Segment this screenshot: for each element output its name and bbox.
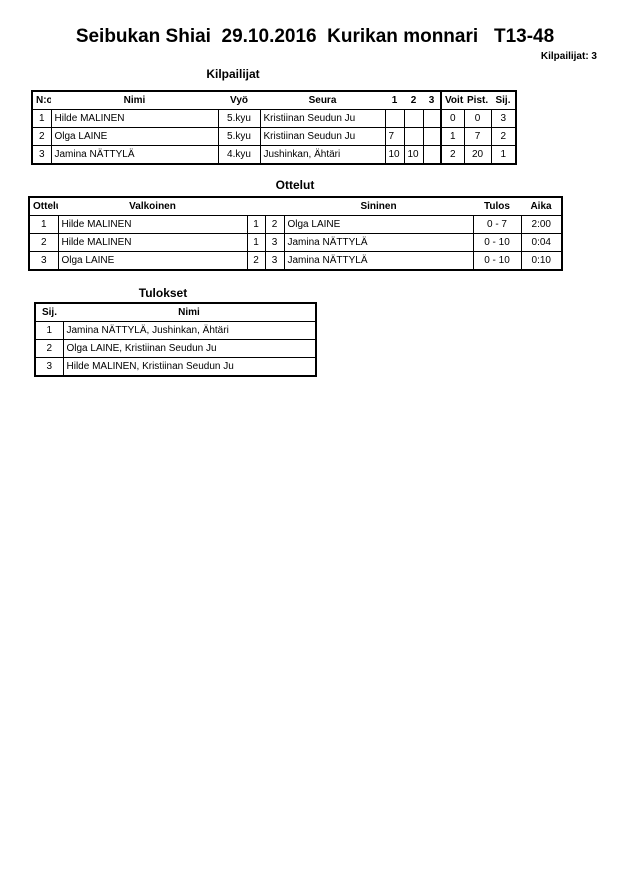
table-cell: Jushinkan, Ähtäri	[259, 145, 386, 165]
table-cell: 0	[440, 109, 465, 128]
table-row: 2 Olga LAINE, Kristiinan Seudun Ju	[34, 339, 317, 358]
column-header: Sininen	[284, 197, 473, 216]
table-cell: 3	[31, 145, 52, 165]
header-row: Sij. Nimi	[35, 303, 316, 322]
table-cell: 1	[28, 215, 59, 234]
column-header: Pist.	[464, 91, 491, 110]
table-cell: Hilde MALINEN	[57, 215, 248, 234]
column-header	[247, 197, 265, 216]
table-cell: Olga LAINE	[50, 127, 219, 146]
table-cell: 0 - 10	[472, 233, 522, 252]
table-row: 3 Hilde MALINEN, Kristiinan Seudun Ju	[34, 357, 317, 377]
table-cell: 0 - 7	[472, 215, 522, 234]
column-header: Ottelu	[29, 197, 58, 216]
table-cell: 2	[264, 215, 285, 234]
competitor-count: Kilpailijat: 3	[540, 51, 597, 62]
column-header: 1	[385, 91, 404, 110]
table-cell: 0	[463, 109, 492, 128]
column-header: Aika	[521, 197, 562, 216]
matches-title: Ottelut	[275, 178, 315, 192]
table-cell: 2	[28, 233, 59, 252]
table-cell: Jamina NÄTTYLÄ, Jushinkan, Ähtäri	[62, 321, 317, 340]
table-row: 1 Hilde MALINEN 1 2 Olga LAINE 0 - 7 2:00	[28, 215, 563, 234]
header-row: N:oNimiVyöSeura123Voit.Pist.Sij.	[32, 91, 516, 110]
table-cell: 0:04	[520, 233, 563, 252]
table-cell: Kristiinan Seudun Ju	[259, 109, 386, 128]
table-cell: 20	[463, 145, 492, 165]
column-header: Tulos	[473, 197, 521, 216]
table-cell: Jamina NÄTTYLÄ	[283, 233, 474, 252]
table-cell: 0:10	[520, 251, 563, 271]
table-cell: 3	[490, 109, 517, 128]
table-cell: 2	[246, 251, 266, 271]
table-row: 1 Hilde MALINEN 5.kyu Kristiinan Seudun Ju 0…	[31, 109, 517, 128]
column-header: Valkoinen	[58, 197, 247, 216]
table-cell: 3	[34, 357, 64, 377]
column-header: Sij.	[491, 91, 516, 110]
table-cell: Hilde MALINEN	[50, 109, 219, 128]
table-cell	[422, 145, 442, 165]
table-cell: 2	[34, 339, 64, 358]
table-cell: Olga LAINE, Kristiinan Seudun Ju	[62, 339, 317, 358]
column-header: N:o	[32, 91, 51, 110]
table-cell: 2	[440, 145, 465, 165]
results-title: Tulokset	[138, 286, 188, 300]
table-cell: 1	[34, 321, 64, 340]
table-cell	[422, 109, 442, 128]
page-title: Seibukan Shiai 29.10.2016 Kurikan monnar…	[75, 26, 555, 47]
table-cell: 1	[31, 109, 52, 128]
column-header: Nimi	[51, 91, 218, 110]
results-table: Sij. Nimi 1 Jamina NÄTTYLÄ, Jushinkan, Ähtä…	[34, 302, 317, 377]
table-cell: 10	[384, 145, 405, 165]
table-cell	[403, 109, 424, 128]
table-cell: 5.kyu	[217, 109, 261, 128]
competitors-title: Kilpailijat	[206, 67, 260, 81]
table-cell: 1	[440, 127, 465, 146]
table-cell: 2	[490, 127, 517, 146]
table-cell: 1	[246, 215, 266, 234]
column-header: 3	[423, 91, 441, 110]
table-cell: Olga LAINE	[283, 215, 474, 234]
table-cell: 7	[384, 127, 405, 146]
table-cell: 0 - 10	[472, 251, 522, 271]
table-row: 3 Olga LAINE 2 3 Jamina NÄTTYLÄ 0 - 10 0:10	[28, 251, 563, 271]
table-cell: 7	[463, 127, 492, 146]
column-header: Nimi	[63, 303, 316, 322]
table-cell: Kristiinan Seudun Ju	[259, 127, 386, 146]
column-header: 2	[404, 91, 423, 110]
column-header: Seura	[260, 91, 385, 110]
table-cell: 5.kyu	[217, 127, 261, 146]
column-header: Sij.	[35, 303, 63, 322]
table-cell	[384, 109, 405, 128]
table-cell	[422, 127, 442, 146]
table-cell	[403, 127, 424, 146]
table-row: 2 Hilde MALINEN 1 3 Jamina NÄTTYLÄ 0 - 10 0:04	[28, 233, 563, 252]
table-cell: Olga LAINE	[57, 251, 248, 271]
table-cell: 3	[264, 233, 285, 252]
column-header: Voit.	[440, 91, 464, 110]
column-header	[265, 197, 284, 216]
table-cell: Hilde MALINEN	[57, 233, 248, 252]
table-cell: 2:00	[520, 215, 563, 234]
table-cell: 1	[490, 145, 517, 165]
table-row: 2 Olga LAINE 5.kyu Kristiinan Seudun Ju 7 1 7 2	[31, 127, 517, 146]
table-cell: 4.kyu	[217, 145, 261, 165]
column-header: Vyö	[218, 91, 260, 110]
table-row: 3 Jamina NÄTTYLÄ 4.kyu Jushinkan, Ähtäri 10 1…	[31, 145, 517, 165]
table-row: 1 Jamina NÄTTYLÄ, Jushinkan, Ähtäri	[34, 321, 317, 340]
table-cell: Hilde MALINEN, Kristiinan Seudun Ju	[62, 357, 317, 377]
table-cell: Jamina NÄTTYLÄ	[283, 251, 474, 271]
table-cell: 3	[264, 251, 285, 271]
table-cell: 10	[403, 145, 424, 165]
table-cell: 2	[31, 127, 52, 146]
table-cell: 3	[28, 251, 59, 271]
table-cell: 1	[246, 233, 266, 252]
table-cell: Jamina NÄTTYLÄ	[50, 145, 219, 165]
